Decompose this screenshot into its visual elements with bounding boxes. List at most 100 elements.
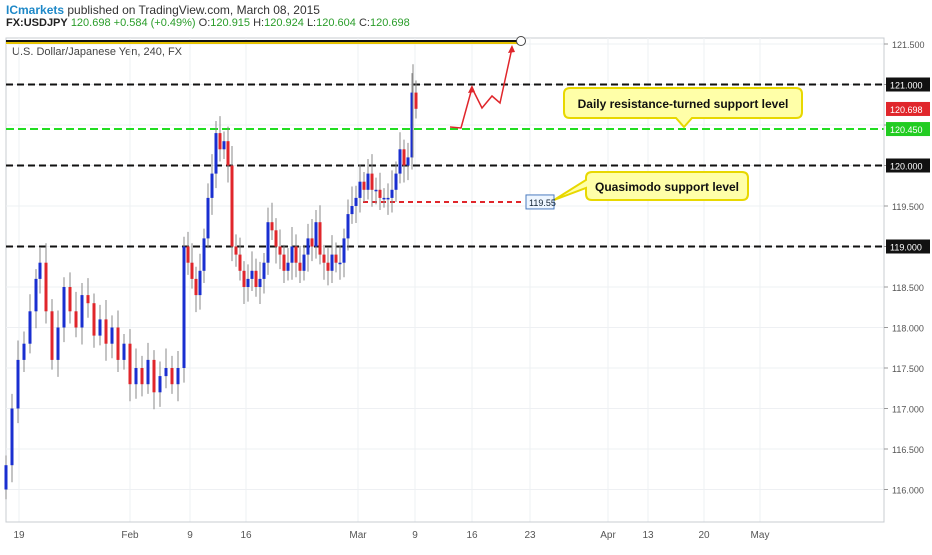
candle-body bbox=[128, 343, 132, 385]
candle-body bbox=[210, 173, 214, 198]
candle-body bbox=[262, 262, 266, 279]
candle-body bbox=[134, 368, 138, 385]
candle-body bbox=[22, 343, 26, 360]
tag-119: 119.000 bbox=[890, 243, 922, 253]
candles bbox=[4, 64, 418, 500]
time-tick-label: 13 bbox=[642, 530, 654, 541]
candle-body bbox=[298, 262, 302, 271]
candle-body bbox=[122, 343, 126, 360]
candle-body bbox=[50, 311, 54, 360]
price-tick-label: 121.500 bbox=[892, 40, 925, 50]
candle-body bbox=[222, 141, 226, 150]
ohlc-line: FX:USDJPY 120.698 +0.584 (+0.49%) O:120.… bbox=[6, 17, 410, 29]
candle-body bbox=[194, 278, 198, 296]
candle-body bbox=[230, 165, 234, 247]
candle-body bbox=[274, 230, 278, 247]
candle-body bbox=[176, 368, 180, 385]
candle-body bbox=[234, 246, 238, 255]
candle-body bbox=[98, 319, 102, 336]
candle-body bbox=[382, 197, 386, 200]
horizontal-levels bbox=[6, 36, 884, 248]
price-chart[interactable]: U.S. Dollar/Japanese Yen, 240, FX Daily … bbox=[0, 34, 932, 550]
candle-body bbox=[164, 368, 168, 377]
candle-body bbox=[410, 92, 414, 158]
price-axis-bg bbox=[884, 38, 932, 522]
candle-body bbox=[402, 149, 406, 166]
candle-body bbox=[80, 295, 84, 328]
price-tick-label: 117.000 bbox=[892, 405, 924, 415]
annotations: Daily resistance-turned support level Qua… bbox=[449, 45, 803, 210]
candle-body bbox=[338, 262, 342, 265]
candle-body bbox=[4, 465, 8, 490]
candle-body bbox=[238, 254, 242, 271]
callout-quasimodo-text: Quasimodo support level bbox=[595, 180, 739, 194]
candle-body bbox=[394, 173, 398, 190]
price-tick-label: 116.000 bbox=[892, 486, 924, 496]
candle-body bbox=[170, 368, 174, 385]
candle-body bbox=[226, 141, 230, 166]
time-axis[interactable]: 19 Feb 9 16 Mar 9 16 23 Apr 13 20 May bbox=[6, 521, 884, 541]
brand-name[interactable]: ICmarkets bbox=[6, 3, 65, 17]
candle-body bbox=[250, 270, 254, 279]
candle-body bbox=[44, 262, 48, 312]
candle-body bbox=[370, 173, 374, 190]
candle-body bbox=[398, 149, 402, 174]
tag-120-bg bbox=[886, 158, 930, 173]
candle-body bbox=[62, 287, 66, 328]
time-tick-label: 9 bbox=[412, 530, 418, 541]
tag-green-level: 120.450 bbox=[890, 125, 923, 135]
chart-background bbox=[0, 34, 932, 550]
candle-body bbox=[16, 359, 20, 409]
chart-area[interactable]: U.S. Dollar/Japanese Yen, 240, FX Daily … bbox=[0, 34, 932, 550]
time-tick-label: Mar bbox=[349, 530, 367, 541]
close-label: C: bbox=[358, 17, 370, 29]
tag-120: 120.000 bbox=[890, 162, 923, 172]
price-axis[interactable]: 121.500121.000120.500120.000119.500119.0… bbox=[883, 38, 932, 522]
close-value: 120.698 bbox=[369, 17, 410, 29]
tag-121-bg bbox=[886, 77, 930, 92]
candle-body bbox=[386, 197, 390, 200]
candle-body bbox=[34, 278, 38, 312]
candle-body bbox=[306, 238, 310, 255]
candle-body bbox=[310, 238, 314, 247]
candle-body bbox=[258, 278, 262, 287]
callout-quasimodo bbox=[553, 171, 749, 201]
candle-body bbox=[378, 189, 382, 198]
candle-body bbox=[374, 189, 378, 192]
candle-body bbox=[302, 254, 306, 271]
price-tick-label: 116.500 bbox=[892, 445, 924, 455]
candle-body bbox=[330, 254, 334, 271]
time-tick-label: 9 bbox=[187, 530, 193, 541]
high-value: 120.924 bbox=[264, 17, 304, 29]
candle-body bbox=[190, 262, 194, 279]
last-price: 120.698 bbox=[70, 17, 111, 29]
candle-body bbox=[198, 270, 202, 296]
candle-body bbox=[182, 246, 186, 368]
candle-body bbox=[186, 246, 190, 263]
candle-body bbox=[242, 270, 246, 287]
open-value: 120.915 bbox=[210, 17, 251, 29]
symbol-label[interactable]: FX:USDJPY bbox=[6, 17, 68, 29]
candle-body bbox=[206, 197, 210, 239]
candle-body bbox=[342, 238, 346, 263]
time-tick-label: 16 bbox=[240, 530, 252, 541]
candle-body bbox=[56, 327, 60, 360]
callout-daily-support bbox=[563, 87, 803, 129]
price-change: +0.584 (+0.49%) bbox=[113, 17, 196, 29]
candle-body bbox=[406, 157, 410, 166]
candle-body bbox=[266, 222, 270, 263]
candle-body bbox=[146, 359, 150, 385]
tag-119-bg bbox=[886, 239, 930, 254]
tag-last-price: 120.698 bbox=[890, 105, 923, 115]
projection-arrow-head-2 bbox=[468, 85, 475, 93]
candle-body bbox=[254, 270, 258, 287]
chart-header: ICmarkets published on TradingView.com, … bbox=[0, 0, 932, 35]
tag-green-level-bg bbox=[886, 122, 930, 137]
candle-body bbox=[68, 287, 72, 312]
candle-body bbox=[358, 181, 362, 198]
candle-body bbox=[322, 254, 326, 263]
candle-body bbox=[74, 311, 78, 328]
projection-arrow-head bbox=[508, 45, 515, 53]
candle-body bbox=[290, 246, 294, 263]
tag-121: 121.000 bbox=[890, 81, 923, 91]
